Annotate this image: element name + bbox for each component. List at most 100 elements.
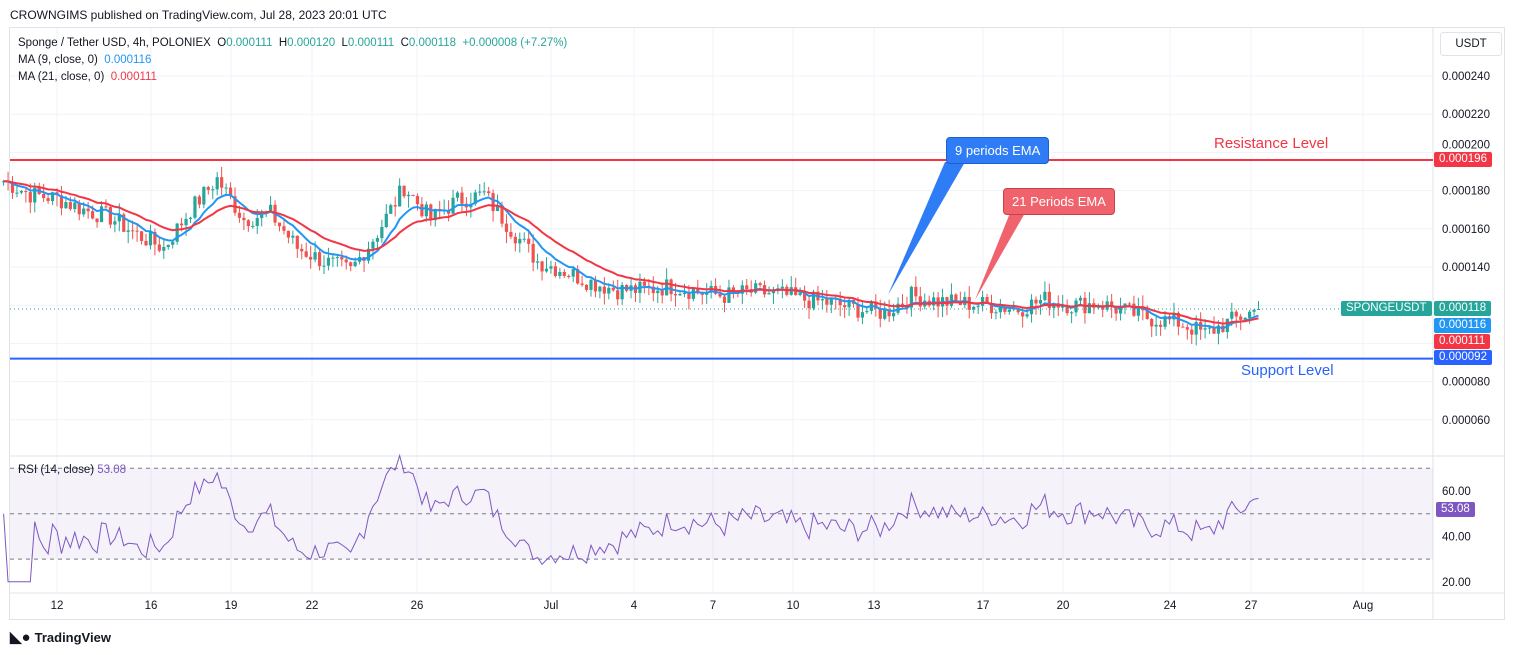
candle-body xyxy=(300,248,304,252)
candle-body xyxy=(193,196,197,218)
candle-body xyxy=(188,217,193,219)
l-label: L xyxy=(341,37,348,49)
ema21-pointer xyxy=(975,213,1025,300)
candle-body xyxy=(1025,314,1029,317)
candle-body xyxy=(228,187,233,197)
resistance-label: Resistance Level xyxy=(1214,135,1329,152)
candle-body xyxy=(344,259,348,263)
candle-body xyxy=(1087,303,1091,314)
candle-body xyxy=(77,202,81,215)
support-price-tag: 0.000092 xyxy=(1434,350,1492,365)
candle-body xyxy=(495,205,500,212)
candle-body xyxy=(700,292,704,295)
candle-body xyxy=(860,312,865,318)
candle-body xyxy=(558,271,562,276)
date-tick-label: 16 xyxy=(145,600,158,612)
candle-body xyxy=(411,194,415,196)
candle-body xyxy=(1118,307,1123,314)
candle-body xyxy=(985,297,989,304)
candle-body xyxy=(108,207,112,225)
rsi-line xyxy=(3,453,1259,583)
currency-button[interactable]: USDT xyxy=(1440,32,1502,56)
c-label: C xyxy=(400,37,409,49)
date-tick-label: 4 xyxy=(631,600,638,612)
rsi-value: 53.08 xyxy=(97,464,127,476)
ema9-annotation: 9 periods EMA xyxy=(946,137,1050,164)
candle-body xyxy=(540,261,544,272)
candle-body xyxy=(691,288,695,299)
candle-body xyxy=(620,285,624,300)
candle-body xyxy=(42,193,46,199)
candle-body xyxy=(375,238,379,242)
candle-body xyxy=(1207,327,1212,329)
candle-body xyxy=(433,208,437,221)
rsi-tag: 53.08 xyxy=(1436,502,1475,517)
price-tick-label: 0.000080 xyxy=(1442,377,1490,389)
candle-body xyxy=(593,279,598,292)
candle-body xyxy=(549,266,553,269)
candle-body xyxy=(202,187,206,205)
candle-body xyxy=(847,299,851,308)
ma21-line xyxy=(3,180,1259,325)
candle-body xyxy=(491,193,495,212)
open-value: 0.000111 xyxy=(226,37,273,49)
ma9-label[interactable]: MA (9, close, 0) xyxy=(18,54,98,66)
candle-body xyxy=(1150,318,1154,327)
candle-body xyxy=(936,297,940,307)
candle-body xyxy=(291,235,295,238)
ma9-line xyxy=(3,180,1259,330)
candle-body xyxy=(892,312,896,317)
candle-body xyxy=(522,238,526,240)
candle-body xyxy=(553,266,557,276)
candle-body xyxy=(1163,316,1167,327)
candle-body xyxy=(825,299,829,305)
price-tick-label: 0.000240 xyxy=(1442,71,1490,83)
candle-body xyxy=(504,223,509,232)
ma21-value: 0.000111 xyxy=(110,71,157,83)
candle-body xyxy=(269,204,273,212)
ma9-price-tag: 0.000116 xyxy=(1434,318,1492,333)
candle-body xyxy=(856,303,860,318)
ma21-label[interactable]: MA (21, close, 0) xyxy=(18,71,105,83)
candle-body xyxy=(415,195,420,205)
change-value: +0.000008 (+7.27%) xyxy=(462,37,568,49)
candle-body xyxy=(722,296,727,303)
candle-body xyxy=(113,221,117,225)
candle-body xyxy=(745,285,749,290)
candle-body xyxy=(642,281,646,286)
price-tick-label: 0.000200 xyxy=(1442,139,1490,151)
candle-body xyxy=(211,189,215,191)
candle-body xyxy=(914,286,918,297)
candle-body xyxy=(15,192,19,194)
candle-body xyxy=(82,208,86,215)
date-tick-label: 20 xyxy=(1057,600,1070,612)
close-value: 0.000118 xyxy=(408,37,457,49)
candle-body xyxy=(829,298,833,305)
candle-body xyxy=(215,177,219,190)
rsi-tick-label: 60.00 xyxy=(1442,486,1471,498)
candle-body xyxy=(1154,324,1158,327)
candle-body xyxy=(175,223,179,242)
rsi-label[interactable]: RSI (14, close) xyxy=(18,464,95,476)
tradingview-logo[interactable]: ◣● TradingView xyxy=(10,628,111,646)
candle-body xyxy=(1185,327,1189,330)
candle-body xyxy=(780,286,784,289)
candle-body xyxy=(322,265,326,267)
candle-body xyxy=(669,279,673,295)
date-tick-label: 27 xyxy=(1245,600,1258,612)
candle-body xyxy=(384,213,388,228)
candle-body xyxy=(843,305,847,308)
candle-body xyxy=(883,309,887,319)
candle-body xyxy=(718,293,722,297)
candle-body xyxy=(589,279,593,290)
candle-body xyxy=(455,192,460,198)
candle-body xyxy=(900,303,905,305)
candle-body xyxy=(86,208,90,212)
candle-body xyxy=(807,300,811,309)
date-tick-label: Aug xyxy=(1353,600,1373,612)
candle-body xyxy=(602,286,606,294)
h-label: H xyxy=(278,37,288,49)
candle-body xyxy=(544,268,549,272)
candle-body xyxy=(1110,301,1114,308)
